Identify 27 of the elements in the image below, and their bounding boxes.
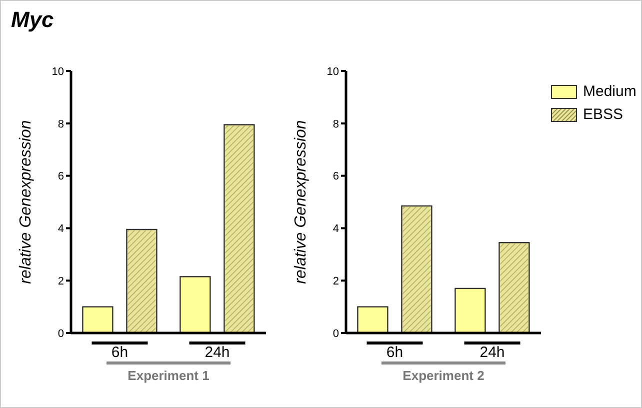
y-tick-label: 10 xyxy=(52,66,64,78)
x-tick-label: 24h xyxy=(204,344,230,361)
bar xyxy=(357,306,388,333)
y-tick-label: 2 xyxy=(332,276,339,288)
y-tick-label: 6 xyxy=(58,170,64,183)
y-tick-label: 0 xyxy=(332,328,339,340)
legend-label: Medium xyxy=(583,83,636,100)
y-tick-label: 8 xyxy=(332,118,339,130)
legend-label: EBSS xyxy=(583,106,624,123)
y-axis-title: relative Genexpression xyxy=(18,120,35,284)
x-tick-label: 6h xyxy=(111,344,128,361)
y-tick-label: 4 xyxy=(58,223,64,236)
x-axis-title: Experiment 2 xyxy=(402,368,484,383)
x-axis-title: Experiment 1 xyxy=(128,368,210,383)
bar xyxy=(454,288,486,333)
x-tick-label: 24h xyxy=(480,344,505,361)
y-tick-label: 10 xyxy=(326,66,339,78)
y-tick-label: 0 xyxy=(58,328,64,340)
chart-title: Myc xyxy=(11,7,54,33)
bar xyxy=(82,306,114,333)
y-axis-title: relative Genexpression xyxy=(292,120,310,284)
y-tick-label: 2 xyxy=(58,276,64,288)
x-tick-label: 6h xyxy=(386,344,404,361)
y-tick-label: 8 xyxy=(58,118,64,130)
y-tick-label: 6 xyxy=(332,170,339,183)
bar xyxy=(180,276,211,333)
y-tick-label: 4 xyxy=(332,223,339,236)
